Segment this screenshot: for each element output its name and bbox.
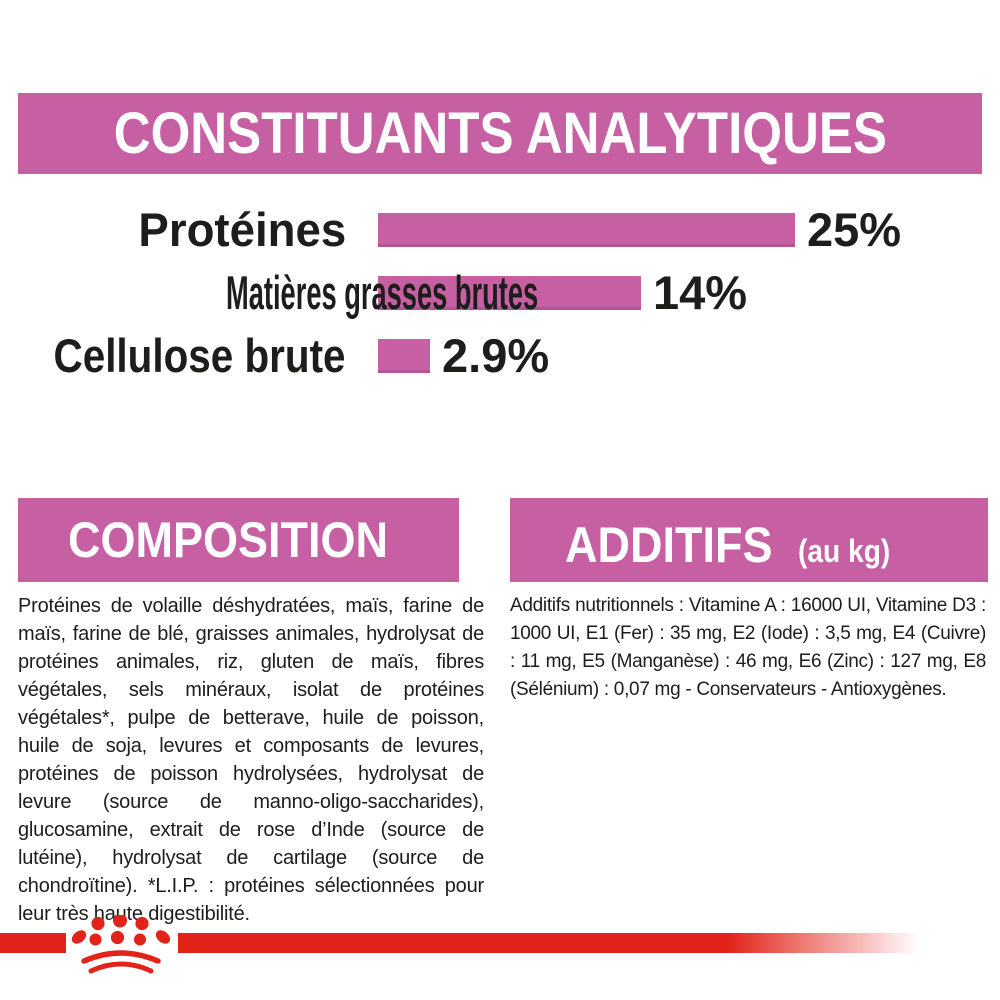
brand-stripe-right — [178, 933, 920, 953]
chart-row: Cellulose brute 2.9% — [0, 329, 1000, 382]
additives-heading: ADDITIFS — [565, 517, 773, 573]
composition-section: COMPOSITION Protéines de volaille déshyd… — [18, 498, 484, 928]
chart-value-label: 14% — [653, 266, 748, 319]
chart-bar — [378, 339, 430, 373]
composition-heading-band: COMPOSITION — [18, 498, 459, 582]
chart-row: Protéines 25% — [0, 203, 1000, 256]
additives-body-text: Additifs nutritionnels : Vitamine A : 16… — [510, 595, 986, 700]
additives-heading-band: ADDITIFS (au kg) — [510, 498, 988, 582]
chart-category-label: Protéines — [138, 203, 346, 256]
constituants-analytiques-band: CONSTITUANTS ANALYTIQUES — [18, 93, 982, 174]
brand-stripe-left — [0, 933, 66, 953]
additives-section: ADDITIFS (au kg) Additifs nutritionnels … — [510, 498, 988, 704]
additives-heading-suffix: (au kg) — [797, 533, 890, 569]
chart-value-label: 25% — [807, 203, 902, 256]
composition-body-text: Protéines de volaille déshydratées, maïs… — [18, 595, 484, 925]
chart-bar — [378, 276, 641, 310]
chart-category-label: Cellulose brute — [54, 329, 346, 382]
constituants-analytiques-title: CONSTITUANTS ANALYTIQUES — [113, 101, 887, 166]
chart-row: Matières grasses brutes 14% — [0, 266, 1000, 319]
royal-canin-crown-icon — [71, 915, 171, 974]
chart-category-label: Matières grasses brutes — [226, 266, 539, 319]
chart-value-label: 2.9% — [442, 329, 550, 382]
chart-bar — [378, 213, 795, 247]
composition-heading: COMPOSITION — [68, 512, 389, 568]
